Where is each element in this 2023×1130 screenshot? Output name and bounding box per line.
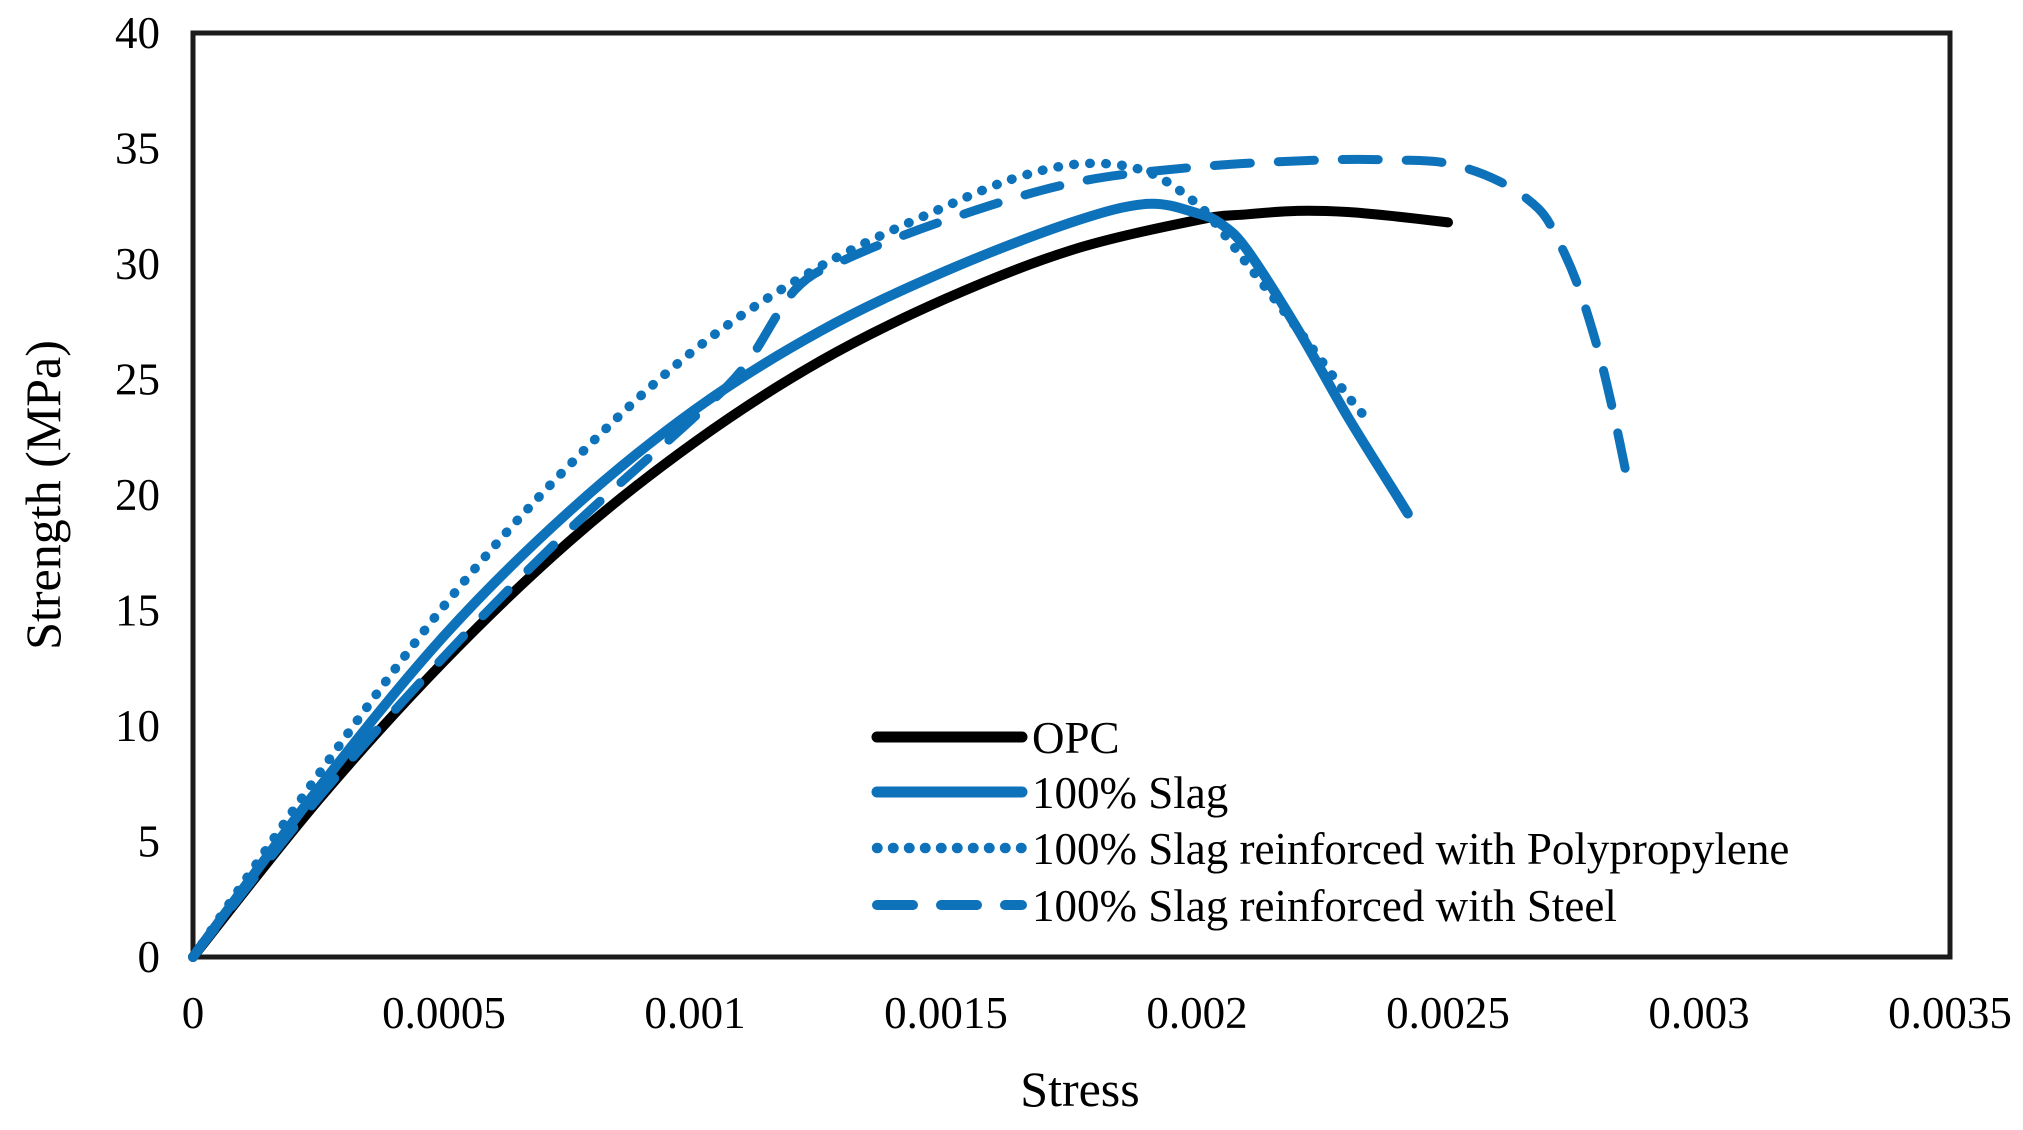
curve-100-slag-reinforced-with-polypropylene (188, 158, 1368, 962)
legend-label-slag: 100% Slag (1032, 768, 1228, 818)
x-axis-title: Stress (1020, 1061, 1139, 1117)
x-tick-label: 0.0035 (1888, 988, 2012, 1038)
y-tick-label: 30 (115, 239, 160, 289)
y-tick-label: 35 (115, 124, 160, 174)
legend-item-slag-polypropylene: 100% Slag reinforced with Polypropylene (871, 824, 1789, 874)
legend-label-opc: OPC (1032, 713, 1120, 763)
legend-item-opc: OPC (871, 713, 1120, 763)
legend-item-slag-steel: 100% Slag reinforced with Steel (872, 881, 1617, 931)
x-tick-label: 0.003 (1648, 988, 1749, 1038)
x-tick-label: 0.0025 (1386, 988, 1510, 1038)
x-axis-tick-labels: 0 0.0005 0.001 0.0015 0.002 0.0025 0.003 0.0035 (182, 988, 2012, 1038)
y-tick-label: 0 (138, 932, 161, 982)
x-tick-label: 0.0005 (382, 988, 506, 1038)
y-tick-label: 10 (115, 701, 160, 751)
plot-frame (190, 30, 1953, 960)
legend-item-slag: 100% Slag (871, 768, 1228, 818)
legend-label-steel: 100% Slag reinforced with Steel (1032, 881, 1617, 931)
x-tick-label: 0 (182, 988, 205, 1038)
y-tick-label: 40 (115, 8, 160, 58)
y-tick-label: 15 (115, 586, 160, 636)
x-tick-label: 0.0015 (884, 988, 1008, 1038)
y-axis-tick-labels: 0 5 10 15 20 25 30 35 40 (115, 8, 160, 982)
legend-label-polypropylene: 100% Slag reinforced with Polypropylene (1032, 824, 1789, 874)
y-tick-label: 20 (115, 470, 160, 520)
curve-100-slag-reinforced-with-steel (188, 154, 1634, 962)
x-tick-label: 0.002 (1146, 988, 1247, 1038)
y-tick-label: 5 (138, 817, 161, 867)
data-series-curves (188, 154, 1634, 962)
y-tick-label: 25 (115, 355, 160, 405)
x-tick-label: 0.001 (644, 988, 745, 1038)
legend: OPC 100% Slag 100% Slag reinforced with … (871, 713, 1789, 931)
y-axis-title: Strength (MPa) (15, 340, 71, 650)
